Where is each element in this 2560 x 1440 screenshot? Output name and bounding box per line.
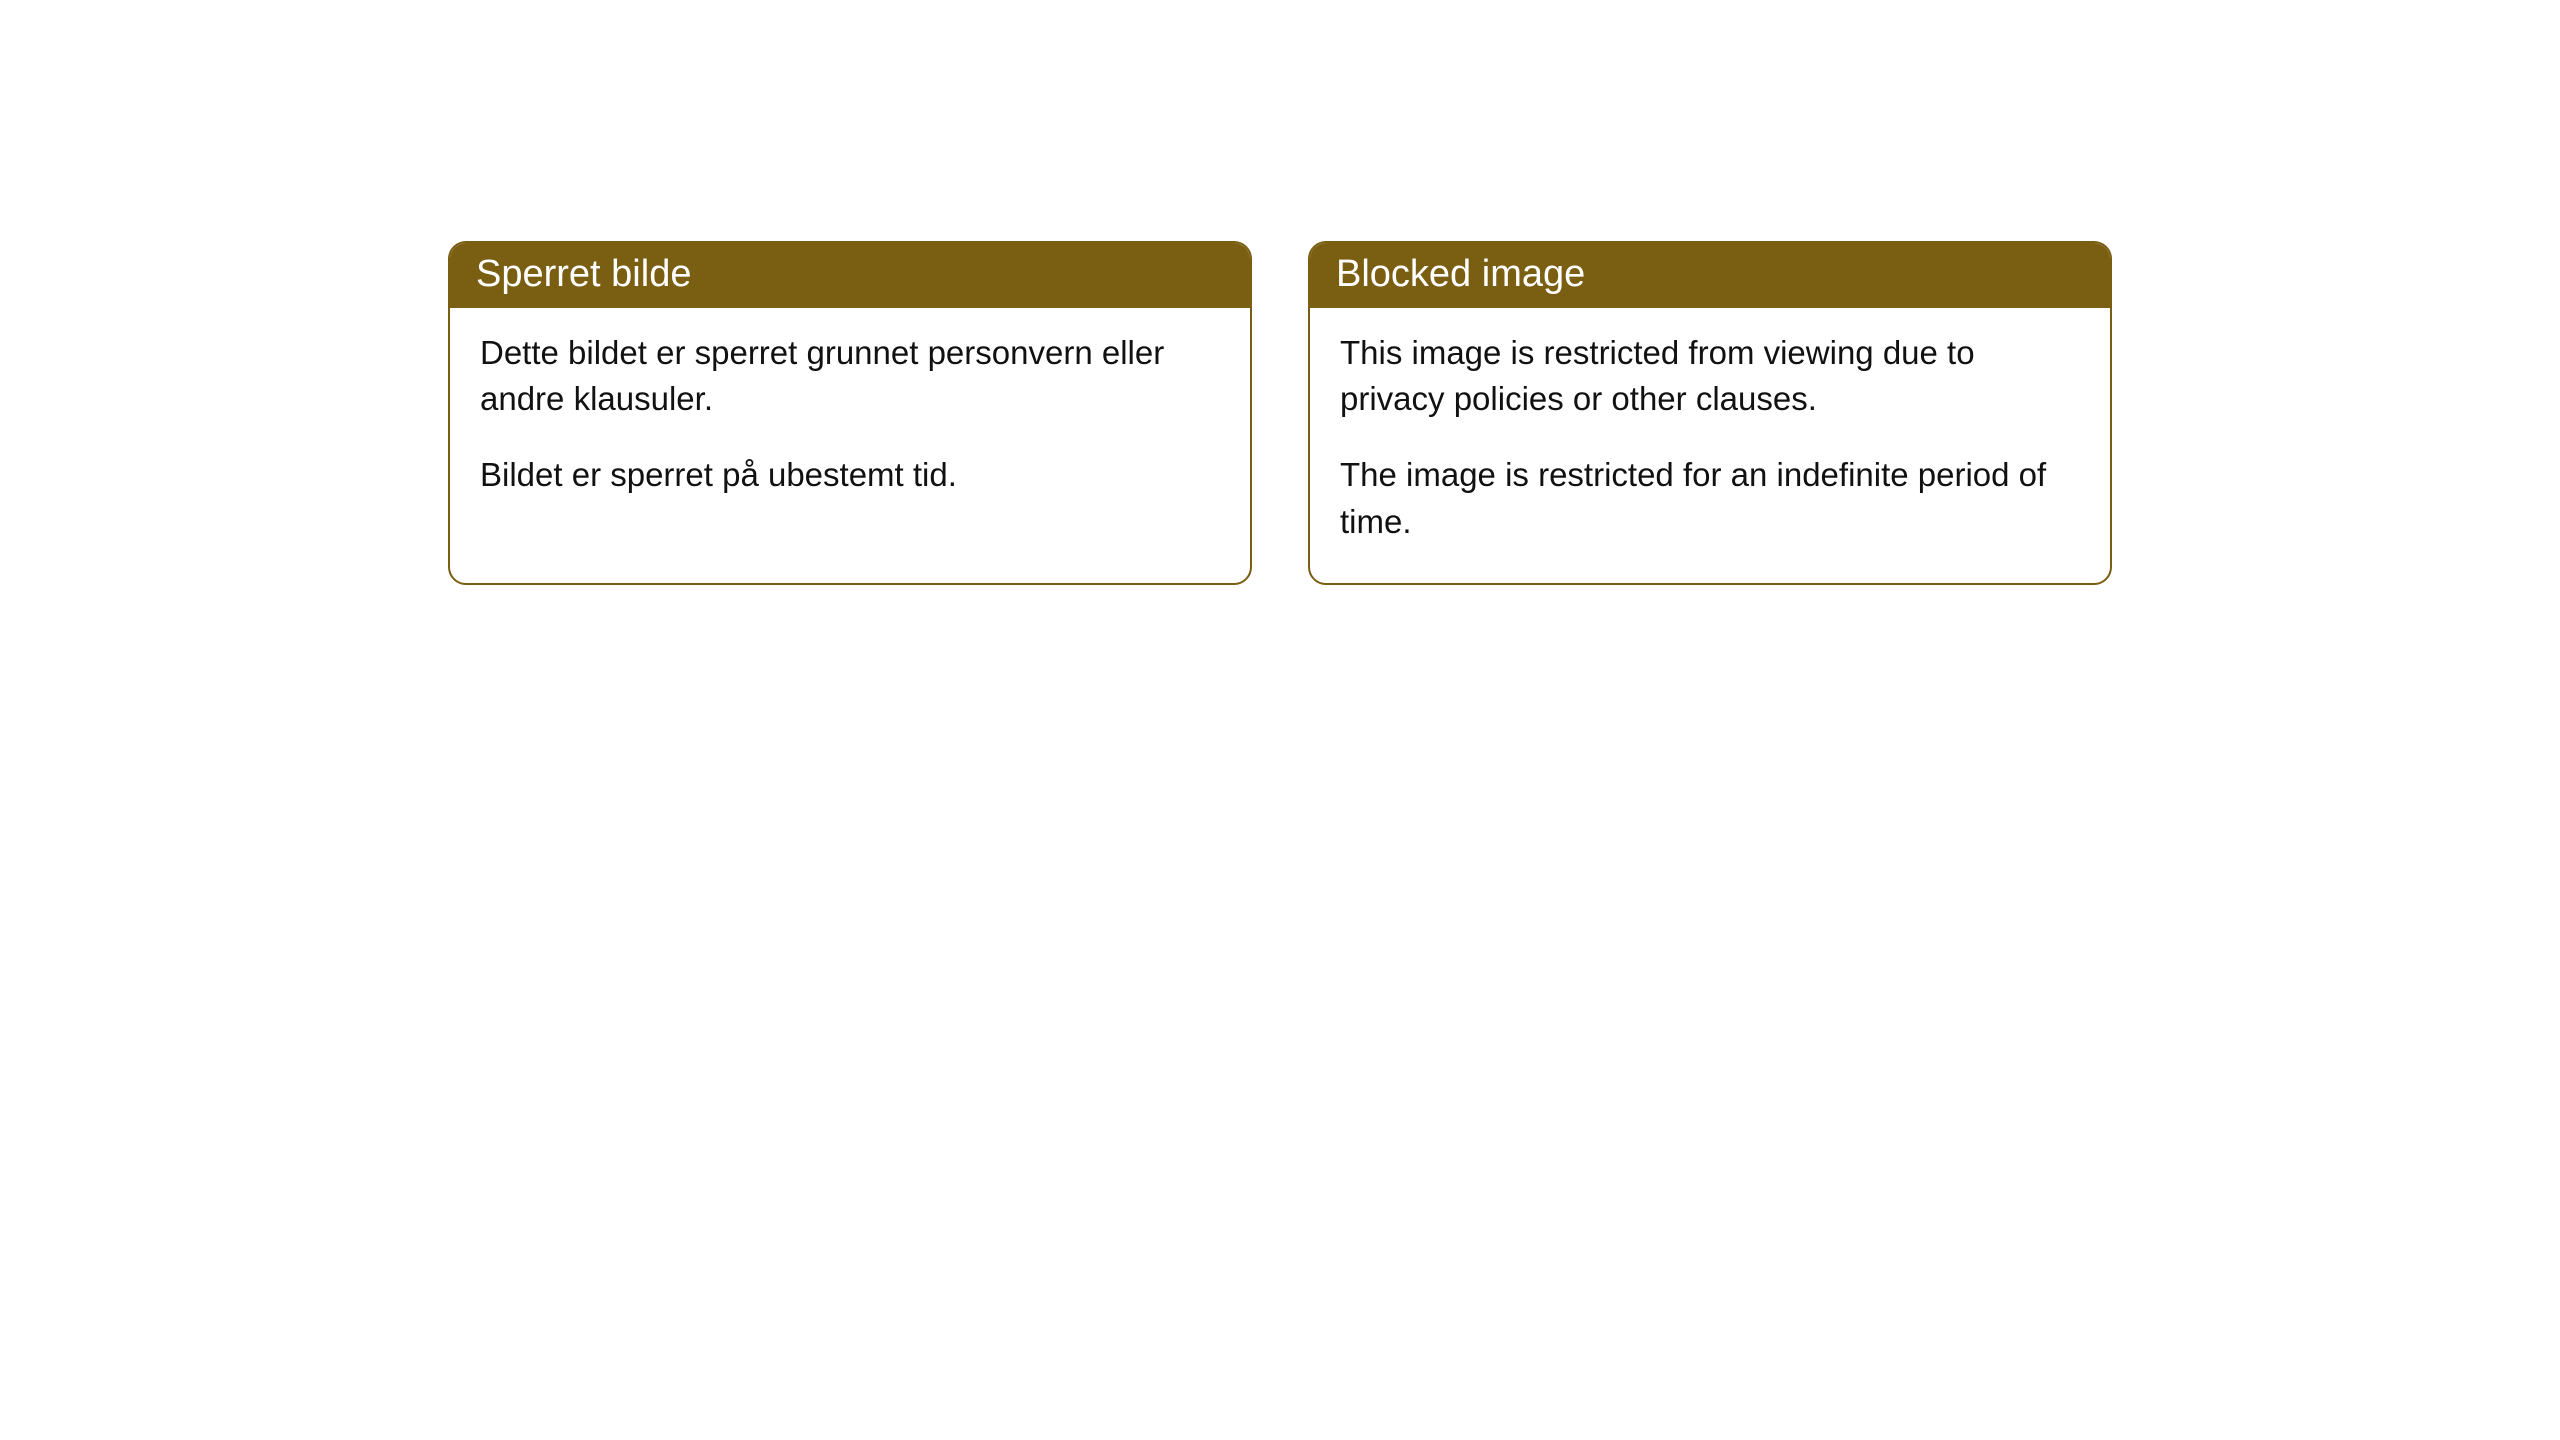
card-text-line1: This image is restricted from viewing du…	[1340, 330, 2080, 422]
card-text-line2: The image is restricted for an indefinit…	[1340, 452, 2080, 544]
card-text-line2: Bildet er sperret på ubestemt tid.	[480, 452, 1220, 498]
blocked-image-card-norwegian: Sperret bilde Dette bildet er sperret gr…	[448, 241, 1252, 585]
card-header: Sperret bilde	[450, 243, 1250, 308]
notice-cards-container: Sperret bilde Dette bildet er sperret gr…	[0, 0, 2560, 585]
blocked-image-card-english: Blocked image This image is restricted f…	[1308, 241, 2112, 585]
card-text-line1: Dette bildet er sperret grunnet personve…	[480, 330, 1220, 422]
card-header: Blocked image	[1310, 243, 2110, 308]
card-body: This image is restricted from viewing du…	[1310, 308, 2110, 583]
card-body: Dette bildet er sperret grunnet personve…	[450, 308, 1250, 537]
